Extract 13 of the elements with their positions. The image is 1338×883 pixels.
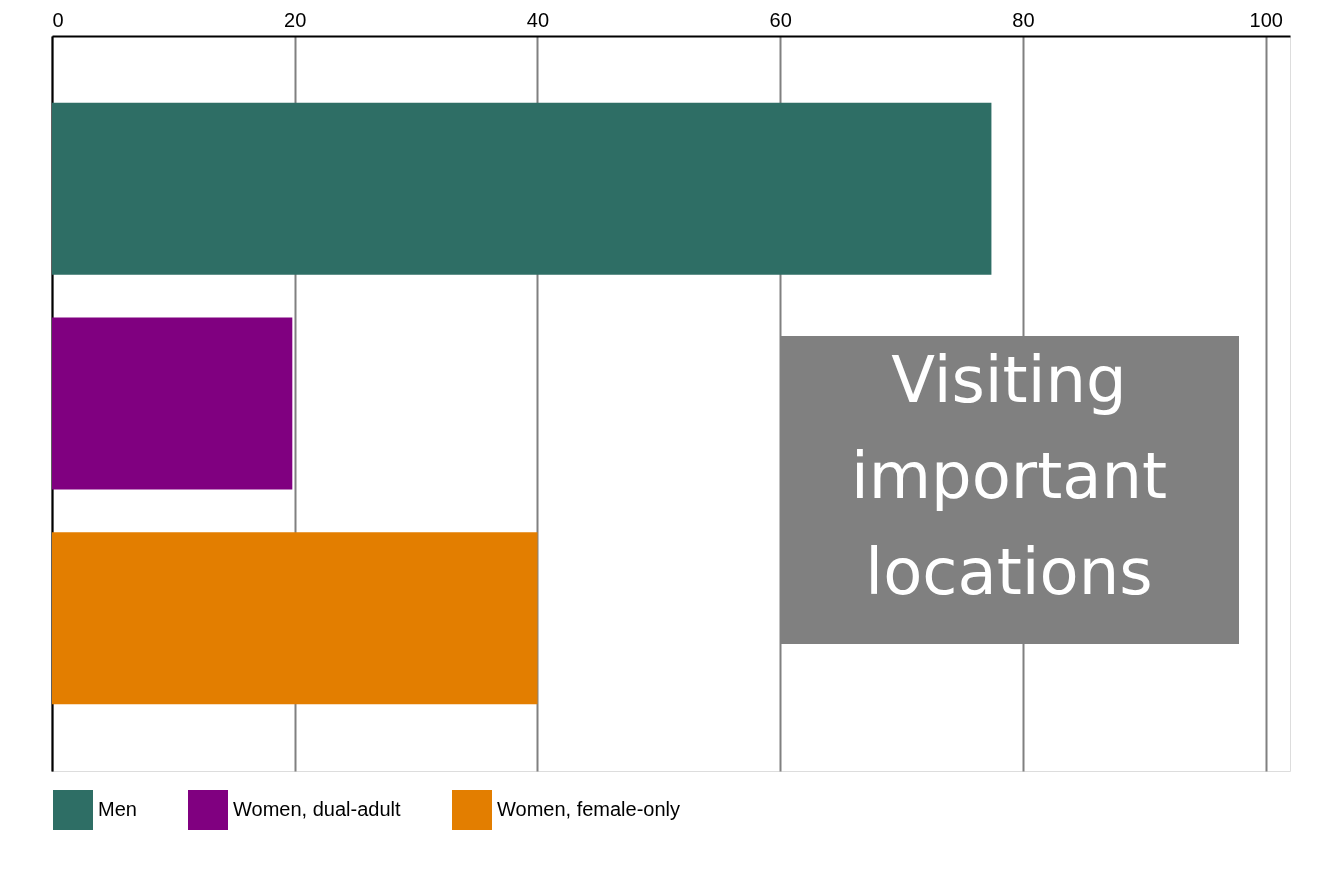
legend-label: Women, dual-adult	[233, 798, 401, 820]
bar	[52, 317, 293, 490]
x-tick-label: 0	[52, 8, 64, 31]
bar	[52, 532, 538, 705]
x-tick-label: 40	[526, 8, 550, 31]
legend-label: Men	[98, 798, 137, 820]
x-tick-label: 80	[1012, 8, 1035, 31]
annotation: Visiting important locations	[850, 343, 1168, 609]
x-tick-label: 20	[284, 8, 307, 31]
x-tick-label: 60	[769, 8, 792, 31]
x-tick-label: 100	[1249, 8, 1283, 31]
legend-label: Women, female-only	[497, 798, 681, 820]
bar	[52, 102, 992, 275]
